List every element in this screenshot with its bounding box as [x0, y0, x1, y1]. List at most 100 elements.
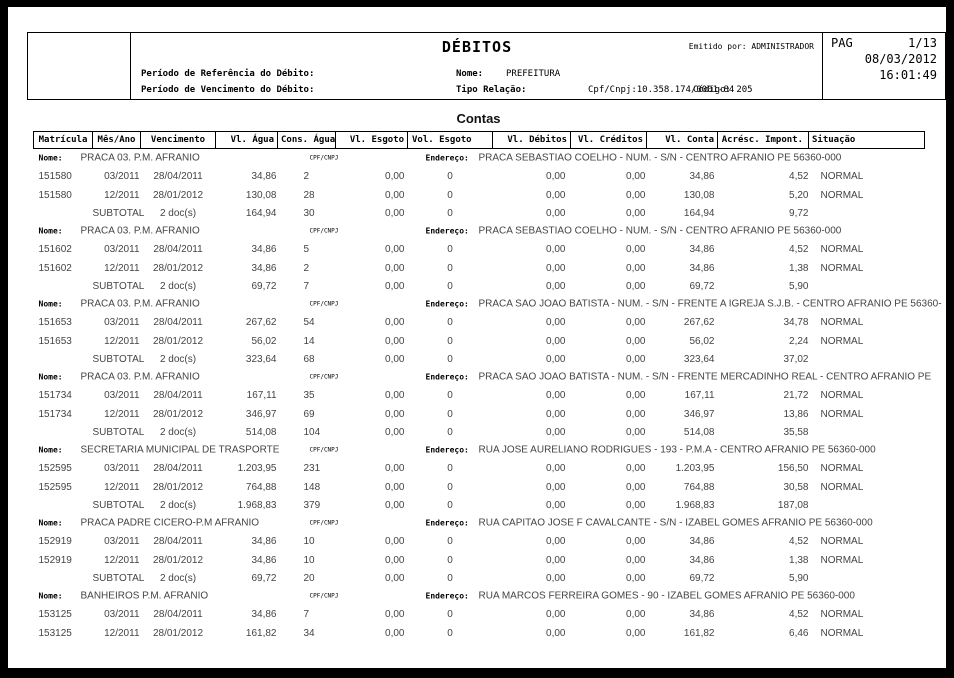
report-date: 08/03/2012 — [864, 52, 937, 66]
cell-vl-creditos: 0,00 — [626, 555, 646, 566]
cell-situacao: NORMAL — [820, 628, 864, 639]
cell-vl-esgoto: 0,00 — [385, 609, 405, 620]
subtotal-cell-situacao — [809, 278, 925, 295]
cell-vl-debitos: 0,00 — [546, 409, 566, 420]
subtotal-cell-vol-esgoto: 0 — [447, 427, 453, 438]
cell-vl-creditos: 0,00 — [626, 390, 646, 401]
group-header-cell: Nome: PRACA 03. P.M. AFRANIO CPF/CNPJ Ender… — [34, 295, 942, 313]
subtotal-cell-acresc-impont: 35,58 — [783, 427, 809, 438]
group-cpfcnpj-label: CPF/CNPJ — [309, 446, 339, 454]
subtotal-cell-vencimento: 2 doc(s) — [159, 500, 197, 511]
cell-cons-agua: 148 — [303, 482, 321, 493]
table-row: 152595 12/2011 28/01/2012 764,88 148 0,00 0 0,0… — [34, 478, 925, 497]
group-header-cell: Nome: PRACA 03. P.M. AFRANIO CPF/CNPJ Ender… — [34, 222, 925, 240]
subtotal-cell-vencimento: 2 doc(s) — [159, 354, 197, 365]
group-name-label: Nome: — [38, 299, 63, 309]
subtotal-cell-vl-debitos: 0,00 — [546, 208, 566, 219]
col-header-acresc-impont: Acrésc. Impont. — [717, 131, 809, 149]
cell-matricula: 152919 — [38, 555, 72, 566]
group-header-row: Nome: PRACA 03. P.M. AFRANIO CPF/CNPJ Ender… — [34, 368, 932, 386]
cell-vencimento: 28/01/2012 — [152, 482, 204, 493]
cell-mes-ano: 12/2011 — [104, 336, 140, 347]
cell-vl-esgoto: 0,00 — [385, 336, 405, 347]
group-address-label: Endereço: — [425, 226, 469, 236]
cell-situacao: NORMAL — [820, 463, 864, 474]
subtotal-cell-situacao — [809, 205, 925, 222]
cell-vl-conta: 34,86 — [689, 263, 715, 274]
cell-vl-esgoto: 0,00 — [385, 628, 405, 639]
cell-situacao: NORMAL — [820, 536, 864, 547]
cell-cons-agua: 69 — [303, 409, 315, 420]
group-cpfcnpj-label: CPF/CNPJ — [309, 154, 339, 162]
cell-matricula: 151653 — [38, 336, 72, 347]
col-header-vl-conta: Vl. Conta — [646, 131, 718, 149]
cell-matricula: 151580 — [38, 190, 72, 201]
subtotal-cell-vl-creditos: 0,00 — [626, 500, 646, 511]
due-period-label: Período de Vencimento do Débito: — [141, 85, 315, 95]
cell-vl-debitos: 0,00 — [546, 482, 566, 493]
group-header-row: Nome: PRACA 03. P.M. AFRANIO CPF/CNPJ Ender… — [34, 295, 942, 313]
subtotal-cell-vl-conta: 514,08 — [683, 427, 715, 438]
cell-matricula: 151602 — [38, 263, 72, 274]
section-title: Contas — [456, 111, 501, 126]
cell-acresc-impont: 4,52 — [789, 536, 809, 547]
table-row: 153125 03/2011 28/04/2011 34,86 7 0,00 0 0,00 0,… — [34, 605, 925, 624]
cell-vol-esgoto: 0 — [447, 317, 453, 328]
col-header-cons-agua: Cons. Água — [277, 131, 336, 149]
subtotal-cell-vl-esgoto: 0,00 — [385, 573, 405, 584]
subtotal-cell-vl-creditos: 0,00 — [626, 354, 646, 365]
cell-vl-creditos: 0,00 — [626, 609, 646, 620]
table-row: 151602 03/2011 28/04/2011 34,86 5 0,00 0 0,00 0,… — [34, 240, 925, 259]
report-title: DÉBITOS — [441, 38, 513, 56]
cell-vl-debitos: 0,00 — [546, 244, 566, 255]
subtotal-label: SUBTOTAL — [92, 427, 145, 438]
cell-acresc-impont: 1,38 — [789, 263, 809, 274]
logo-box — [28, 33, 131, 99]
cell-vl-debitos: 0,00 — [546, 171, 566, 182]
subtotal-cell-vl-conta: 164,94 — [683, 208, 715, 219]
cell-acresc-impont: 34,78 — [783, 317, 809, 328]
emitted-by: Emitido por: ADMINISTRADOR — [689, 42, 814, 51]
subtotal-cell-acresc-impont: 9,72 — [789, 208, 809, 219]
cell-vl-creditos: 0,00 — [626, 263, 646, 274]
cell-vl-conta: 34,86 — [689, 171, 715, 182]
cell-vencimento: 28/01/2012 — [152, 409, 204, 420]
cell-vol-esgoto: 0 — [447, 263, 453, 274]
group-address-label: Endereço: — [425, 153, 469, 163]
subtotal-cell-vl-debitos: 0,00 — [546, 427, 566, 438]
col-header-mes-ano: Mês/Ano — [92, 131, 141, 149]
group-name-label: Nome: — [38, 153, 63, 163]
filter-row-1: Período de Referência do Débito: Nome: P… — [28, 69, 945, 81]
cell-vol-esgoto: 0 — [447, 536, 453, 547]
cell-vl-creditos: 0,00 — [626, 536, 646, 547]
group-address-label: Endereço: — [425, 591, 469, 601]
table-row: 151653 03/2011 28/04/2011 267,62 54 0,00 0 0,00… — [34, 313, 925, 332]
cell-vencimento: 28/04/2011 — [153, 390, 203, 401]
table-row: 151653 12/2011 28/01/2012 56,02 14 0,00 0 0,00 0… — [34, 332, 925, 351]
table-row: 151734 03/2011 28/04/2011 167,11 35 0,00 0 0,00… — [34, 386, 925, 405]
cell-cons-agua: 7 — [303, 609, 310, 620]
cell-mes-ano: 12/2011 — [104, 190, 140, 201]
report-time: 16:01:49 — [879, 68, 937, 82]
cell-vl-agua: 346,97 — [245, 409, 277, 420]
group-header-row: Nome: PRACA PADRE CICERO-P.M AFRANIO CPF/C… — [34, 514, 925, 532]
page-number-row: PAG 1/13 — [823, 33, 945, 50]
group-name: PRACA 03. P.M. AFRANIO — [80, 298, 200, 310]
group-name: PRACA 03. P.M. AFRANIO — [80, 371, 200, 383]
col-header-vl-debitos: Vl. Débitos — [492, 131, 571, 149]
relation-type-label: Tipo Relação: — [456, 85, 527, 95]
emitted-by-label: Emitido por: — [688, 42, 747, 51]
group-header-row: Nome: BANHEIROS P.M. AFRANIO CPF/CNPJ Ender… — [34, 587, 925, 605]
group-header-cell: Nome: PRACA 03. P.M. AFRANIO CPF/CNPJ Ender… — [34, 368, 932, 386]
group-header-cell: Nome: SECRETARIA MUNICIPAL DE TRASPORTE CP… — [34, 441, 925, 459]
subtotal-cell-cons-agua: 68 — [303, 354, 315, 365]
name-value: PREFEITURA — [506, 69, 561, 79]
cell-vl-conta: 764,88 — [683, 482, 715, 493]
group-header-row: Nome: PRACA 03. P.M. AFRANIO CPF/CNPJ Ender… — [34, 149, 925, 168]
subtotal-cell-vencimento: 2 doc(s) — [159, 281, 197, 292]
group-name-label: Nome: — [38, 445, 63, 455]
group-name: PRACA 03. P.M. AFRANIO — [80, 225, 200, 237]
subtotal-cell-vol-esgoto: 0 — [447, 281, 453, 292]
cell-acresc-impont: 156,50 — [777, 463, 809, 474]
cell-cons-agua: 2 — [303, 171, 310, 182]
